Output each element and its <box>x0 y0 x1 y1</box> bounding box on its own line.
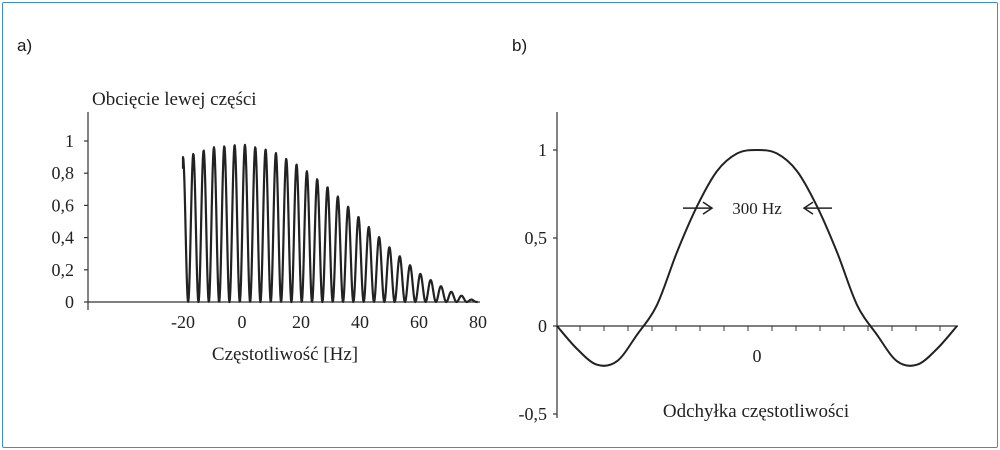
chart-a-y-tick-label: 1 <box>65 131 74 151</box>
chart-a: Obcięcie lewej części 0 0,2 0,4 0,6 0,8 1 -20… <box>52 89 488 365</box>
chart-a-x-tick-label: 40 <box>351 312 369 332</box>
chart-b-y-tick-label: -0,5 <box>519 404 548 424</box>
chart-a-x-tick-label: 20 <box>292 312 310 332</box>
chart-b-y-tick-label: 1 <box>538 140 547 160</box>
chart-b-x-tick-label: 0 <box>753 346 762 366</box>
chart-b-y-tick-label: 0,5 <box>525 228 548 248</box>
chart-a-x-tick-label: 80 <box>469 312 487 332</box>
chart-a-title: Obcięcie lewej części <box>92 89 257 110</box>
chart-a-x-tick-label: 0 <box>238 312 247 332</box>
chart-a-y-tick-label: 0,8 <box>52 163 75 183</box>
chart-b-y-tick-label: 0 <box>538 316 547 336</box>
chart-b-series-line <box>556 148 958 367</box>
chart-a-x-tick-label: -20 <box>171 312 195 332</box>
panel-b-label: b) <box>512 36 528 55</box>
chart-b-annotation-label: 300 Hz <box>732 199 782 218</box>
chart-b-annotation: 300 Hz <box>683 199 832 218</box>
chart-a-y-tick-label: 0,6 <box>52 195 75 215</box>
chart-a-y-tick-label: 0 <box>65 292 74 312</box>
panel-a-label: a) <box>17 36 33 55</box>
chart-a-x-label: Częstotliwość [Hz] <box>212 344 358 365</box>
chart-a-y-tick-label: 0,2 <box>52 260 75 280</box>
chart-a-x-tick-label: 60 <box>410 312 428 332</box>
chart-a-signal-line <box>181 143 479 304</box>
chart-a-y-tick-label: 0,4 <box>52 228 75 248</box>
chart-b-x-label: Odchyłka częstotliwości <box>663 401 849 422</box>
